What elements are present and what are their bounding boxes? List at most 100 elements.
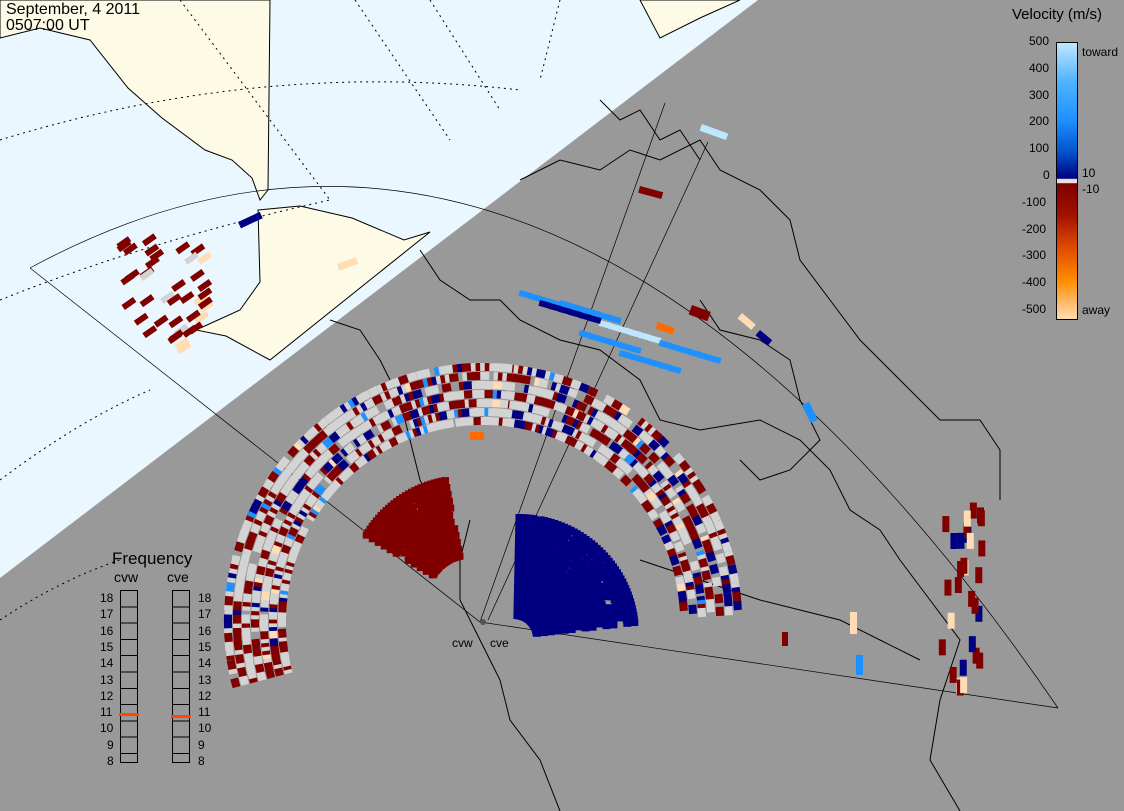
scatter-cell — [446, 504, 455, 512]
scatter-cell — [255, 534, 266, 546]
scatter-cell — [261, 590, 271, 601]
scatter-cell — [678, 346, 692, 355]
scatter-cell — [679, 601, 688, 612]
scatter-cell — [197, 251, 213, 265]
scatter-cell — [398, 402, 411, 414]
scatter-cell — [678, 459, 691, 472]
scatter-cell — [594, 400, 607, 412]
graticule — [0, 0, 561, 621]
scatter-cell — [512, 373, 523, 383]
frequency-radar-cve-label: cve — [167, 569, 189, 585]
scatter-cell — [368, 405, 380, 418]
scatter-cell — [563, 533, 572, 541]
scatter-cell — [656, 524, 668, 537]
scatter-cell — [695, 522, 707, 535]
scatter-cell — [337, 257, 359, 271]
scatter-cell — [263, 514, 275, 526]
scatter-cell — [331, 452, 344, 465]
scatter-cell — [194, 311, 210, 325]
scatter-cell — [654, 445, 667, 458]
scatter-cell — [337, 413, 350, 426]
scatter-cell — [252, 589, 262, 600]
scatter-cell — [711, 576, 722, 587]
scatter-cell — [563, 557, 572, 565]
scatter-cell — [259, 614, 269, 624]
scatter-cell — [957, 532, 965, 549]
scatter-cell — [420, 368, 431, 379]
frequency-scale-right-18: 18 — [198, 591, 212, 605]
scatter-cell — [443, 490, 452, 498]
scatter-cell — [537, 378, 549, 389]
frequency-scale-right-10: 10 — [198, 721, 212, 736]
frequency-title: Frequency — [112, 549, 193, 568]
frequency-scale-left-14: 14 — [100, 656, 114, 671]
scatter-cell — [588, 623, 597, 631]
scatter-cell — [583, 555, 592, 563]
scatter-cell — [602, 404, 615, 417]
scatter-cell — [608, 315, 622, 324]
scatter-cell — [197, 287, 213, 301]
scatter-cell — [618, 326, 632, 335]
scatter-cell — [586, 386, 599, 398]
scatter-cell — [598, 311, 612, 321]
scatter-cell — [657, 435, 670, 448]
scatter-cell — [705, 551, 717, 563]
scatter-cell — [652, 470, 665, 483]
scatter-cell — [578, 422, 591, 434]
scatter-cell — [638, 332, 652, 341]
scatter-cell — [270, 483, 282, 496]
scatter-cell — [144, 243, 160, 257]
scatter-cell — [266, 529, 278, 541]
scatter-cell — [694, 482, 707, 495]
day-ocean-region — [0, 0, 758, 578]
scatter-cell — [691, 515, 703, 527]
scatter-cell — [618, 342, 632, 351]
scatter-cell — [252, 646, 262, 657]
scatter-cell — [635, 452, 648, 465]
scatter-cell — [588, 315, 602, 324]
scatter-cell — [133, 312, 149, 326]
scatter-cell — [391, 395, 403, 407]
scatter-cell — [149, 248, 165, 262]
scatter-cell — [166, 293, 182, 307]
scatter-cell — [650, 497, 663, 510]
scatter-cell — [515, 410, 526, 420]
scatter-cell — [524, 549, 533, 557]
scatter-cell — [574, 623, 583, 631]
velocity-tick-4: 100 — [1029, 141, 1050, 156]
scatter-cell — [230, 677, 241, 689]
scatter-cell — [446, 518, 455, 526]
scatter-cell — [188, 321, 204, 335]
scatter-cell — [608, 322, 622, 332]
scatter-cell — [699, 124, 729, 141]
scatter-cell — [253, 654, 263, 665]
scatter-cell — [189, 268, 205, 282]
scatter-cell — [531, 404, 543, 415]
scatter-cell — [116, 239, 132, 253]
scatter-cell — [856, 655, 863, 675]
scatter-cell — [245, 660, 255, 671]
scatter-cell — [441, 383, 452, 393]
scatter-cell — [243, 652, 254, 663]
scatter-cell — [328, 443, 341, 456]
scatter-cell — [226, 659, 237, 671]
frequency-scale-right-12: 12 — [198, 688, 212, 703]
scatter-cell — [608, 615, 617, 623]
scatter-cell — [673, 541, 685, 553]
scatter-cell — [472, 389, 482, 399]
scatter-cell — [694, 583, 705, 595]
scatter-cell — [243, 584, 253, 595]
plot-date: September, 4 2011 — [6, 1, 141, 18]
scatter-cell — [528, 557, 537, 565]
scatter-cell — [669, 530, 681, 543]
scatter-cell — [706, 602, 715, 613]
scatter-cell — [631, 424, 644, 437]
scatter-cell — [709, 563, 720, 575]
scatter-cell — [612, 467, 625, 480]
scatter-cell — [591, 564, 600, 572]
scatter-cell — [141, 233, 157, 247]
scatter-cell — [484, 381, 494, 390]
frequency-marker-cve — [171, 714, 191, 718]
scatter-cell — [620, 416, 633, 429]
scatter-cell — [713, 519, 725, 532]
